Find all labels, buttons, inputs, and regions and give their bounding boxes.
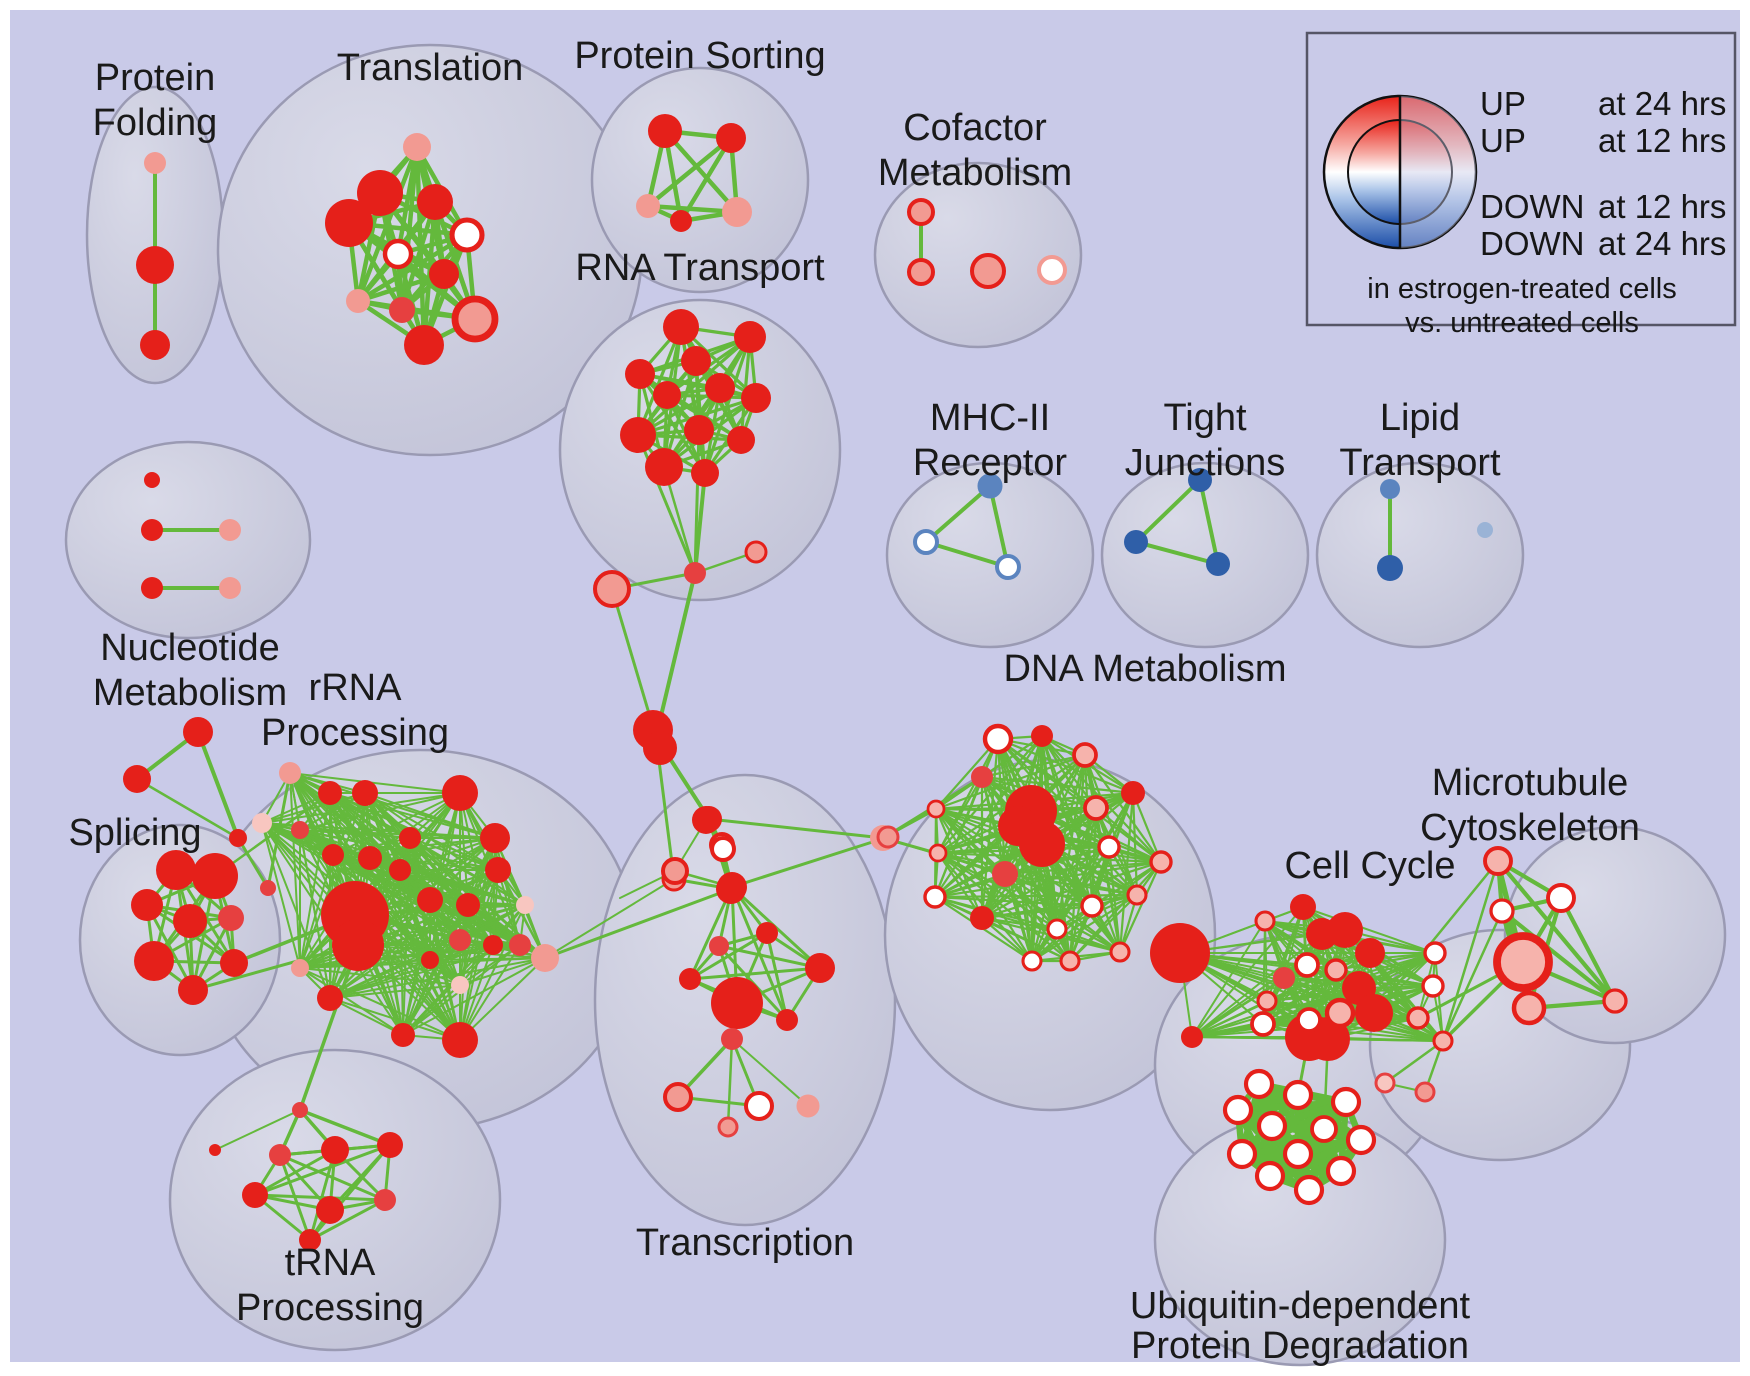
svg-text:Lipid: Lipid bbox=[1380, 397, 1460, 439]
svg-text:Splicing: Splicing bbox=[68, 812, 201, 854]
svg-text:Processing: Processing bbox=[236, 1287, 424, 1329]
svg-text:in estrogen-treated cells: in estrogen-treated cells bbox=[1367, 273, 1677, 305]
svg-text:Protein Degradation: Protein Degradation bbox=[1131, 1325, 1469, 1367]
svg-text:Microtubule: Microtubule bbox=[1432, 762, 1628, 804]
svg-text:Receptor: Receptor bbox=[913, 442, 1068, 484]
svg-text:vs. untreated cells: vs. untreated cells bbox=[1405, 307, 1639, 339]
svg-text:Translation: Translation bbox=[337, 47, 524, 89]
svg-text:UP: UP bbox=[1480, 85, 1526, 122]
svg-text:at 24 hrs: at 24 hrs bbox=[1598, 85, 1726, 122]
svg-text:Tight: Tight bbox=[1163, 397, 1247, 439]
svg-text:MHC-II: MHC-II bbox=[930, 397, 1050, 439]
svg-text:UP: UP bbox=[1480, 122, 1526, 159]
svg-text:Transcription: Transcription bbox=[636, 1222, 854, 1264]
svg-text:tRNA: tRNA bbox=[285, 1242, 376, 1284]
svg-text:Protein Sorting: Protein Sorting bbox=[574, 35, 825, 77]
svg-text:RNA Transport: RNA Transport bbox=[575, 247, 825, 289]
svg-text:Ubiquitin-dependent: Ubiquitin-dependent bbox=[1130, 1285, 1471, 1327]
svg-text:at 12 hrs: at 12 hrs bbox=[1598, 188, 1726, 225]
svg-text:at 12 hrs: at 12 hrs bbox=[1598, 122, 1726, 159]
svg-text:Nucleotide: Nucleotide bbox=[100, 627, 280, 669]
svg-text:Folding: Folding bbox=[93, 102, 218, 144]
svg-text:Cytoskeleton: Cytoskeleton bbox=[1420, 807, 1640, 849]
svg-text:Protein: Protein bbox=[95, 57, 215, 99]
svg-text:Transport: Transport bbox=[1339, 442, 1501, 484]
svg-text:at 24 hrs: at 24 hrs bbox=[1598, 225, 1726, 262]
svg-text:DOWN: DOWN bbox=[1480, 188, 1584, 225]
svg-text:rRNA: rRNA bbox=[309, 667, 403, 709]
svg-text:Metabolism: Metabolism bbox=[93, 672, 287, 714]
svg-text:Cofactor: Cofactor bbox=[903, 107, 1047, 149]
svg-text:Junctions: Junctions bbox=[1125, 442, 1286, 484]
svg-text:Cell Cycle: Cell Cycle bbox=[1284, 845, 1455, 887]
svg-text:Metabolism: Metabolism bbox=[878, 152, 1072, 194]
svg-text:DOWN: DOWN bbox=[1480, 225, 1584, 262]
svg-text:DNA Metabolism: DNA Metabolism bbox=[1004, 648, 1287, 690]
svg-text:Processing: Processing bbox=[261, 712, 449, 754]
